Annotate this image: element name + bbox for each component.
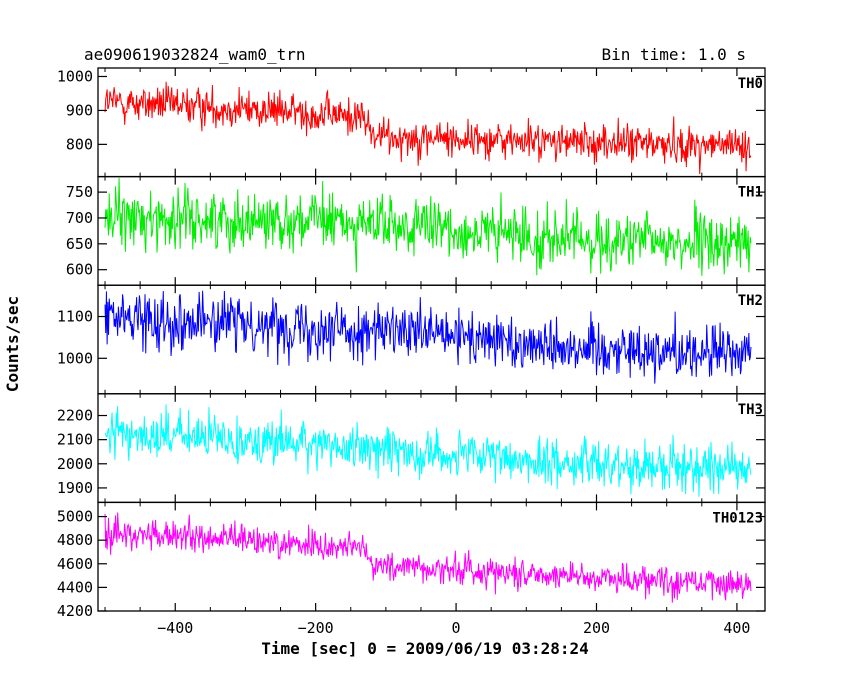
y-tick-label: 2200 xyxy=(57,407,93,425)
y-tick-label: 700 xyxy=(66,209,93,227)
y-axis-label: Counts/sec xyxy=(3,296,22,392)
panel-frame xyxy=(97,501,766,612)
bin-time-label: Bin time: 1.0 s xyxy=(602,45,747,64)
y-tick-label: 800 xyxy=(66,135,93,153)
panel-th2: 1000 1100 TH2 xyxy=(57,284,766,395)
x-tick-label: −400 xyxy=(157,619,193,637)
panel-label-th0: TH0 xyxy=(738,76,763,92)
x-axis: −400 −200 0 200 400 xyxy=(157,619,750,637)
y-tick-label: 1900 xyxy=(57,479,93,497)
y-tick-label: 4400 xyxy=(57,578,93,596)
panel-th0123: 4200 4400 4600 4800 5000 TH0123 xyxy=(57,501,766,620)
series-line-th0 xyxy=(104,81,752,175)
y-tick-label: 4600 xyxy=(57,555,93,573)
panel-label-th0123: TH0123 xyxy=(712,510,763,526)
panel-label-th1: TH1 xyxy=(738,185,763,201)
series-line-th0123 xyxy=(104,512,752,603)
y-tick-label: 1000 xyxy=(57,349,93,367)
x-tick-label: −200 xyxy=(298,619,334,637)
x-tick-label: 200 xyxy=(583,619,610,637)
panel-th0: 800 900 1000 TH0 xyxy=(57,67,766,178)
y-tick-label: 750 xyxy=(66,183,93,201)
y-tick-label: 900 xyxy=(66,101,93,119)
panel-label-th2: TH2 xyxy=(738,293,763,309)
x-tick-label: 0 xyxy=(452,619,461,637)
y-tick-label: 4200 xyxy=(57,602,93,620)
y-tick-label: 2000 xyxy=(57,455,93,473)
y-tick-label: 600 xyxy=(66,261,93,279)
y-tick-label: 650 xyxy=(66,235,93,253)
y-tick-label: 5000 xyxy=(57,508,93,526)
plot-title: ae090619032824_wam0_trn xyxy=(84,45,306,64)
panel-label-th3: TH3 xyxy=(738,402,763,418)
y-tick-label: 2100 xyxy=(57,431,93,449)
y-tick-label: 1100 xyxy=(57,308,93,326)
panel-th3: 1900 2000 2100 2200 TH3 xyxy=(57,393,766,504)
x-tick-label: 400 xyxy=(723,619,750,637)
panel-th1: 600 650 700 750 TH1 xyxy=(66,175,766,286)
series-line-th2 xyxy=(104,290,752,384)
series-line-th3 xyxy=(104,404,752,497)
x-axis-label: Time [sec] 0 = 2009/06/19 03:28:24 xyxy=(261,639,589,658)
y-tick-label: 1000 xyxy=(57,67,93,85)
y-tick-label: 4800 xyxy=(57,531,93,549)
series-line-th1 xyxy=(104,177,752,276)
